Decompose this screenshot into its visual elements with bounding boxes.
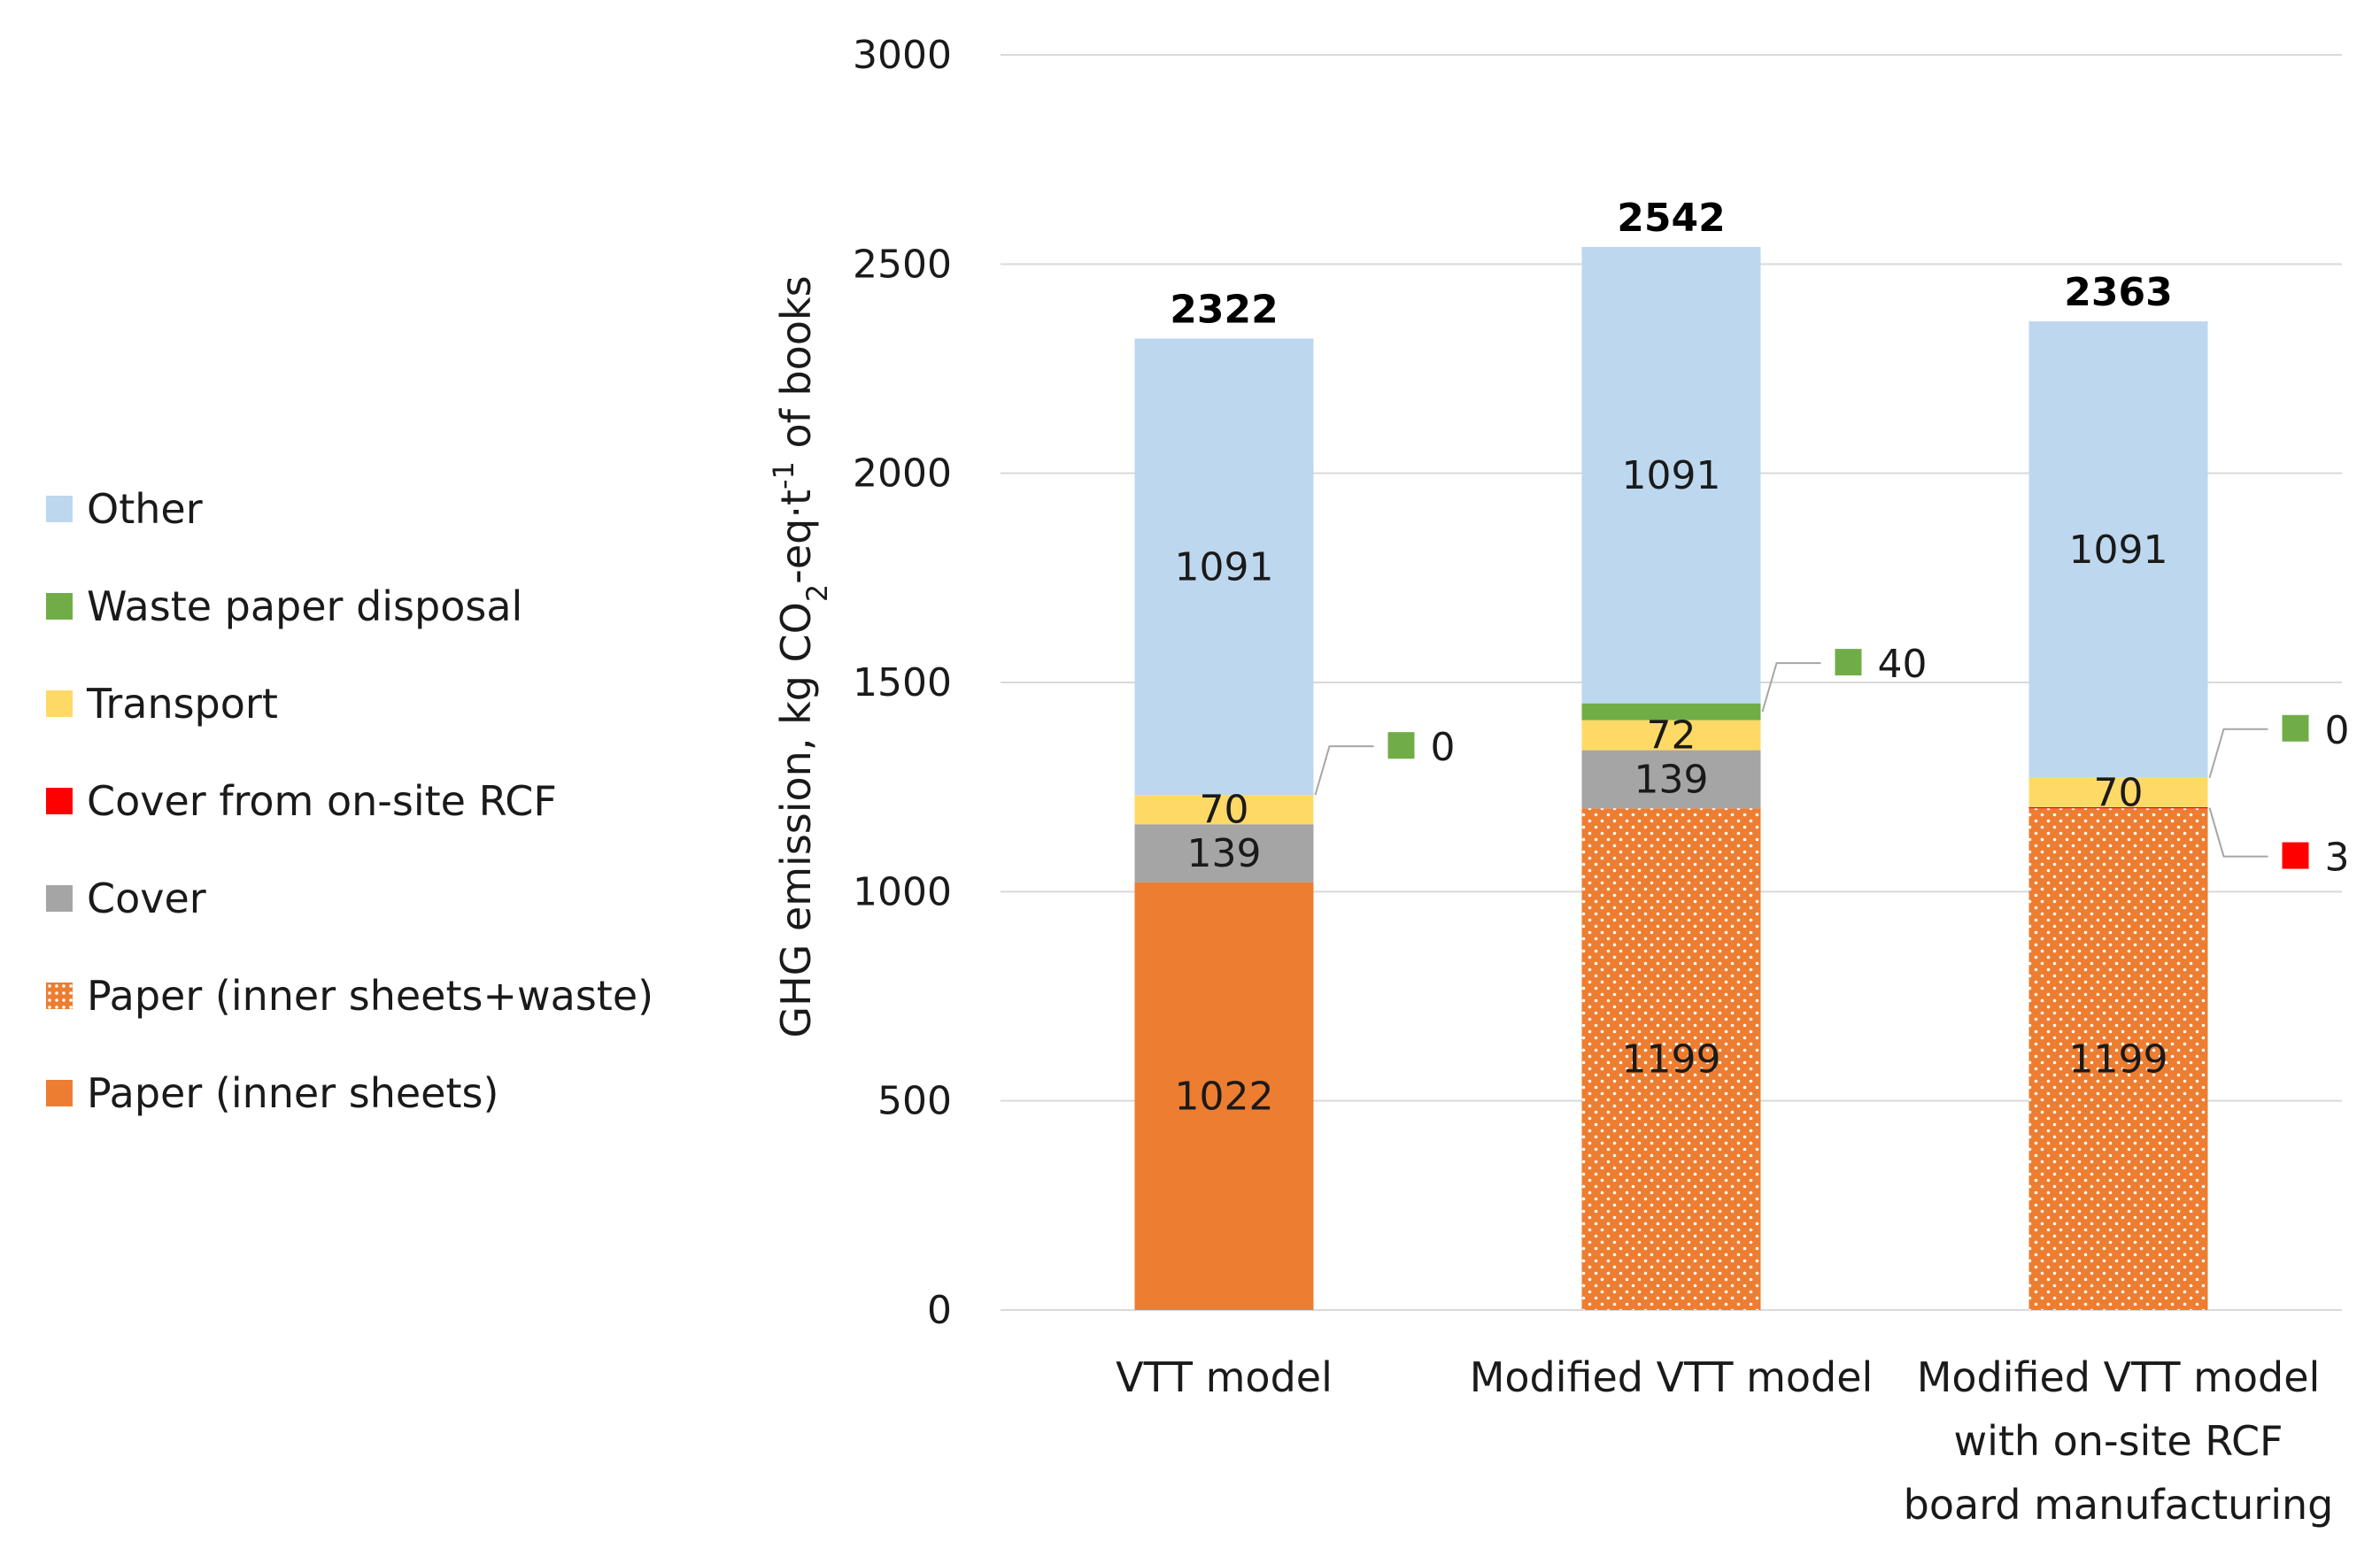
data-labels: 1022139701091232211991397210912542119970… — [1170, 196, 2172, 1120]
legend-swatch — [46, 690, 73, 717]
x-category-label: board manufacturing — [1904, 1481, 2334, 1529]
bar-segment — [2028, 806, 2208, 809]
callout-leader — [1761, 662, 1821, 713]
total-label: 2542 — [1617, 196, 1725, 241]
legend-label: Other — [87, 485, 203, 533]
bar-segment — [2028, 321, 2208, 778]
callout-label: 0 — [2325, 708, 2350, 753]
y-tick-label: 2000 — [853, 451, 952, 497]
bar-segment — [2028, 808, 2208, 1310]
bar-segment — [1581, 720, 1761, 751]
data-label: 139 — [1634, 757, 1709, 802]
bar-segment — [1581, 246, 1761, 704]
data-label: 1199 — [1622, 1037, 1721, 1083]
legend-item-transport: Transport — [46, 655, 653, 752]
legend-swatch — [46, 593, 73, 620]
bar-segment — [1134, 824, 1314, 882]
legend-label: Paper (inner sheets) — [87, 1069, 499, 1117]
data-label: 1199 — [2069, 1037, 2168, 1083]
bar-segment — [1134, 795, 1314, 825]
x-category-label: VTT model — [1116, 1353, 1333, 1401]
callouts: 0 40 0 3 — [1314, 642, 2350, 881]
y-axis-title: GHG emission, kg CO2-eq·t-1 of books — [767, 275, 834, 1037]
y-tick-label: 0 — [927, 1288, 952, 1333]
y-tick-label: 500 — [877, 1079, 952, 1124]
bar-segment — [1134, 338, 1314, 796]
callout-swatch — [1835, 649, 1862, 676]
bar-segment — [2028, 777, 2208, 807]
y-axis-ticks: 0 500 1000 1500 2000 2500 3000 — [853, 33, 952, 1333]
y-tick-label: 1000 — [853, 869, 952, 914]
legend-label: Cover — [87, 875, 206, 922]
legend-item-cover-from-on-site-rcf: Cover from on-site RCF — [46, 752, 653, 850]
data-label: 70 — [1200, 788, 1249, 833]
callout-label: 3 — [2325, 836, 2350, 881]
callout-leader — [2208, 807, 2268, 858]
data-label: 1022 — [1175, 1074, 1274, 1119]
y-tick-label: 1500 — [853, 660, 952, 705]
callout-leader — [2208, 728, 2268, 779]
data-label: 72 — [1647, 713, 1696, 759]
x-category-label: Modified VTT model — [1917, 1353, 2321, 1401]
data-label: 1091 — [2069, 528, 2168, 573]
bars — [1134, 246, 2208, 1310]
legend-item-paper-inner-sheets-waste: Paper (inner sheets+waste) — [46, 947, 653, 1044]
callout-label: 0 — [1431, 725, 1456, 770]
callout-swatch — [2282, 842, 2309, 869]
legend-swatch — [46, 496, 73, 522]
legend-swatch — [46, 788, 73, 814]
callout-swatch — [1387, 732, 1415, 759]
legend-swatch — [46, 885, 73, 912]
legend-item-paper-inner-sheets: Paper (inner sheets) — [46, 1044, 653, 1142]
total-label: 2322 — [1170, 287, 1278, 332]
legend-swatch — [46, 983, 73, 1009]
y-tick-label: 2500 — [853, 242, 952, 287]
bar-segment — [1581, 703, 1761, 721]
callout-label: 40 — [1878, 642, 1928, 687]
legend-item-cover: Cover — [46, 850, 653, 947]
y-tick-label: 3000 — [853, 33, 952, 78]
data-label: 139 — [1187, 831, 1262, 876]
legend-item-other: Other — [46, 460, 653, 558]
data-label: 1091 — [1175, 544, 1274, 590]
x-category-label: with on-site RCF — [1953, 1417, 2283, 1465]
callout-leader — [1314, 745, 1374, 796]
data-label: 70 — [2094, 770, 2144, 815]
bar-segment — [1581, 808, 1761, 1310]
bar-segment — [1134, 882, 1314, 1310]
legend-label: Paper (inner sheets+waste) — [87, 972, 654, 1020]
legend-label: Waste paper disposal — [87, 582, 523, 630]
legend-swatch — [46, 1080, 73, 1106]
bar-segment — [1581, 750, 1761, 809]
chart-legend: Other Waste paper disposal Transport Cov… — [46, 460, 653, 1142]
x-axis-categories: VTT model Modified VTT model Modified VTT … — [1116, 1353, 2333, 1529]
legend-label: Transport — [87, 680, 278, 728]
callout-swatch — [2282, 714, 2309, 742]
total-label: 2363 — [2064, 270, 2172, 315]
legend-label: Cover from on-site RCF — [87, 777, 557, 825]
x-category-label: Modified VTT model — [1470, 1353, 1874, 1401]
legend-item-waste-paper-disposal: Waste paper disposal — [46, 558, 653, 655]
data-label: 1091 — [1622, 453, 1721, 498]
